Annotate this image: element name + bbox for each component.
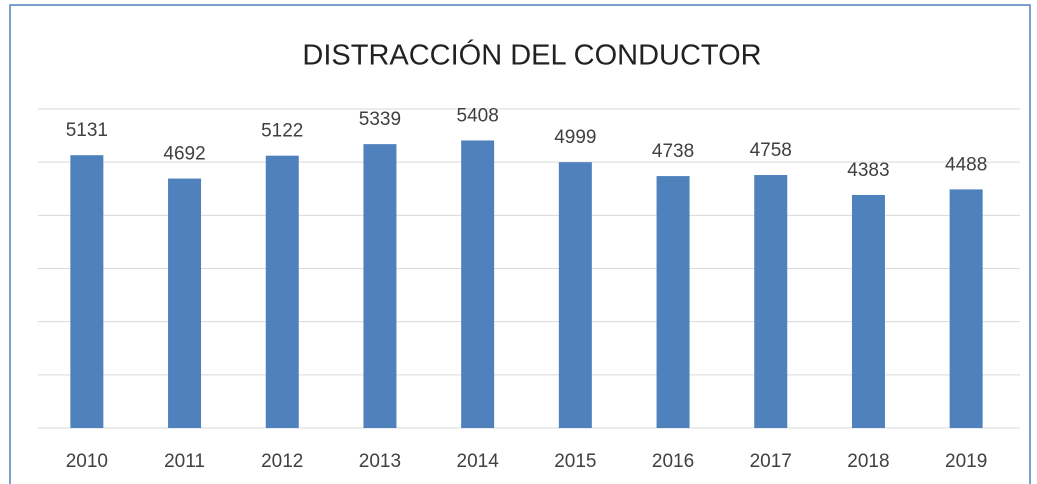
data-label: 4692 bbox=[163, 144, 205, 165]
bar bbox=[558, 162, 592, 428]
x-tick-label: 2011 bbox=[164, 451, 205, 472]
x-tick-label: 2017 bbox=[750, 451, 792, 472]
bar bbox=[656, 176, 690, 428]
data-label: 5339 bbox=[359, 109, 401, 130]
data-label: 4758 bbox=[750, 140, 792, 161]
bar bbox=[265, 155, 299, 428]
x-tick-label: 2010 bbox=[66, 451, 108, 472]
data-label: 4999 bbox=[554, 127, 596, 148]
bar bbox=[70, 155, 104, 428]
x-tick-label: 2014 bbox=[457, 451, 500, 472]
bar bbox=[363, 144, 397, 428]
x-tick-label: 2018 bbox=[847, 451, 889, 472]
bar bbox=[754, 175, 788, 428]
bar bbox=[851, 194, 885, 428]
data-label: 5131 bbox=[66, 120, 108, 141]
x-tick-label: 2012 bbox=[261, 451, 303, 472]
bar bbox=[461, 140, 495, 428]
data-label: 4738 bbox=[652, 141, 694, 162]
bar bbox=[168, 178, 202, 428]
data-label: 5122 bbox=[261, 121, 303, 142]
data-label: 4488 bbox=[945, 154, 987, 175]
bar bbox=[949, 189, 983, 428]
x-tick-label: 2019 bbox=[945, 451, 987, 472]
data-label: 5408 bbox=[457, 105, 499, 126]
x-tick-label: 2015 bbox=[554, 451, 596, 472]
data-label: 4383 bbox=[847, 160, 889, 181]
chart-title: DISTRACCIÓN DEL CONDUCTOR bbox=[302, 39, 761, 72]
x-tick-label: 2013 bbox=[359, 451, 401, 472]
x-tick-label: 2016 bbox=[652, 451, 694, 472]
